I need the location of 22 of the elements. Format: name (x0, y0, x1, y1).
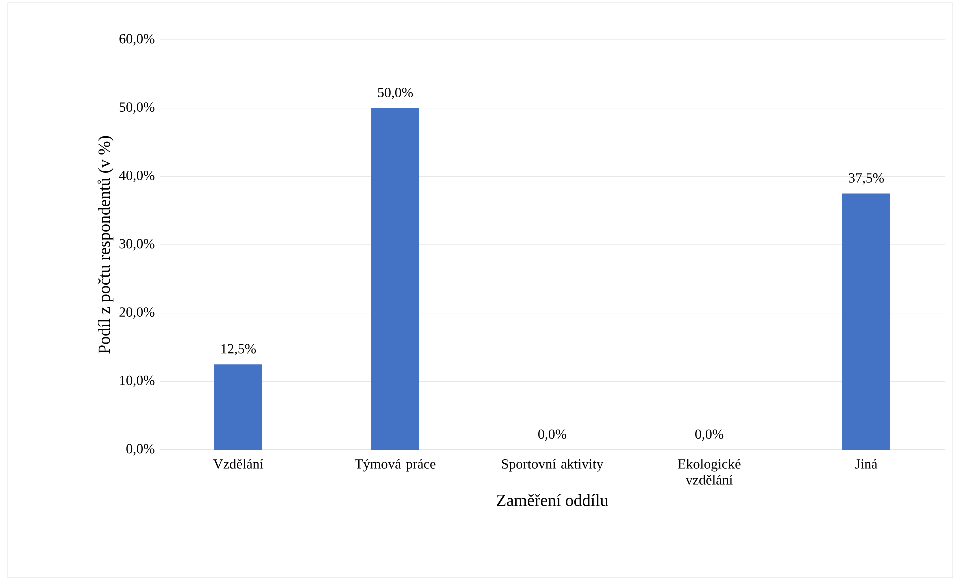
data-label: 50,0% (378, 88, 414, 100)
data-label: 0,0% (696, 430, 724, 442)
y-tick-label: 30,0% (120, 239, 155, 251)
x-tick-label: Vzdělání (213, 459, 264, 470)
bar (842, 194, 891, 450)
x-tick-label: Týmová práce (355, 459, 436, 472)
y-axis-title: Podíl z počtu respondentů (v %) (98, 136, 114, 354)
y-tick-label: 0,0% (126, 444, 155, 456)
y-tick-label: 20,0% (120, 308, 155, 320)
data-label: 37,5% (849, 173, 884, 185)
y-tick-label: 40,0% (119, 170, 155, 182)
x-tick-label: Jiná (856, 459, 878, 469)
data-label: 0,0% (538, 430, 567, 442)
bar (214, 364, 263, 450)
x-tick-label: Ekologické vzdělání (678, 459, 741, 485)
y-tick-label: 60,0% (120, 34, 155, 46)
x-axis-title: Zaměření oddílu (497, 494, 608, 506)
y-tick-label: 10,0% (120, 376, 155, 388)
data-label: 12,5% (222, 344, 256, 356)
bar (372, 108, 420, 450)
y-tick-label: 50,0% (120, 102, 155, 114)
x-tick-label: Sportovní aktivity (502, 459, 604, 472)
